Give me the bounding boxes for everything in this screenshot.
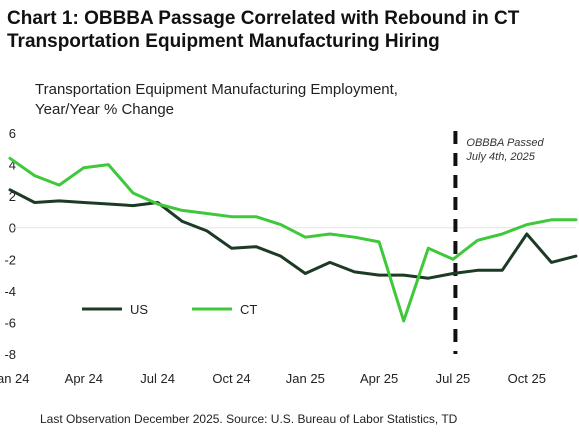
- y-tick-label: -4: [4, 284, 16, 299]
- y-tick-label: 6: [9, 126, 16, 141]
- y-tick-label: 2: [9, 189, 16, 204]
- y-tick-label: 4: [9, 158, 16, 173]
- x-tick-label: Jul 25: [436, 371, 471, 386]
- x-tick-label: Oct 25: [508, 371, 546, 386]
- x-tick-label: Apr 24: [65, 371, 103, 386]
- chart-title-line2: Transportation Equipment Manufacturing H…: [7, 31, 440, 52]
- series-lines: [8, 156, 578, 323]
- chart-title-line1: Chart 1: OBBBA Passage Correlated with R…: [7, 8, 520, 29]
- x-tick-label: Jul 24: [140, 371, 175, 386]
- legend-label-ct: CT: [240, 302, 257, 317]
- series-line-ct: [8, 156, 578, 323]
- series-line-us: [8, 188, 578, 280]
- footnote: Last Observation December 2025. Source: …: [40, 412, 458, 426]
- chart-subtitle-line2: Year/Year % Change: [35, 101, 174, 118]
- x-tick-label: Apr 25: [360, 371, 398, 386]
- x-axis-ticks: Jan 24 Apr 24 Jul 24 Oct 24 Jan 25 Apr 25 Jul …: [0, 371, 546, 386]
- chart-subtitle-line1: Transportation Equipment Manufacturing E…: [35, 81, 398, 98]
- y-tick-label: -6: [4, 315, 16, 330]
- event-marker: OBBBA Passed July 4th, 2025: [453, 131, 545, 354]
- chart-subtitle: Transportation Equipment Manufacturing E…: [35, 80, 555, 120]
- x-tick-label: Jan 25: [286, 371, 325, 386]
- y-tick-label: -8: [4, 347, 16, 362]
- legend-label-us: US: [130, 302, 148, 317]
- legend: US CT: [82, 302, 257, 317]
- x-tick-label: Jan 24: [0, 371, 30, 386]
- chart-title: Chart 1: OBBBA Passage Correlated with R…: [7, 7, 572, 53]
- annotation-line1: OBBBA Passed: [466, 137, 544, 149]
- x-tick-label: Oct 24: [212, 371, 250, 386]
- y-tick-label: -2: [4, 252, 16, 267]
- annotation-line2: July 4th, 2025: [465, 151, 535, 163]
